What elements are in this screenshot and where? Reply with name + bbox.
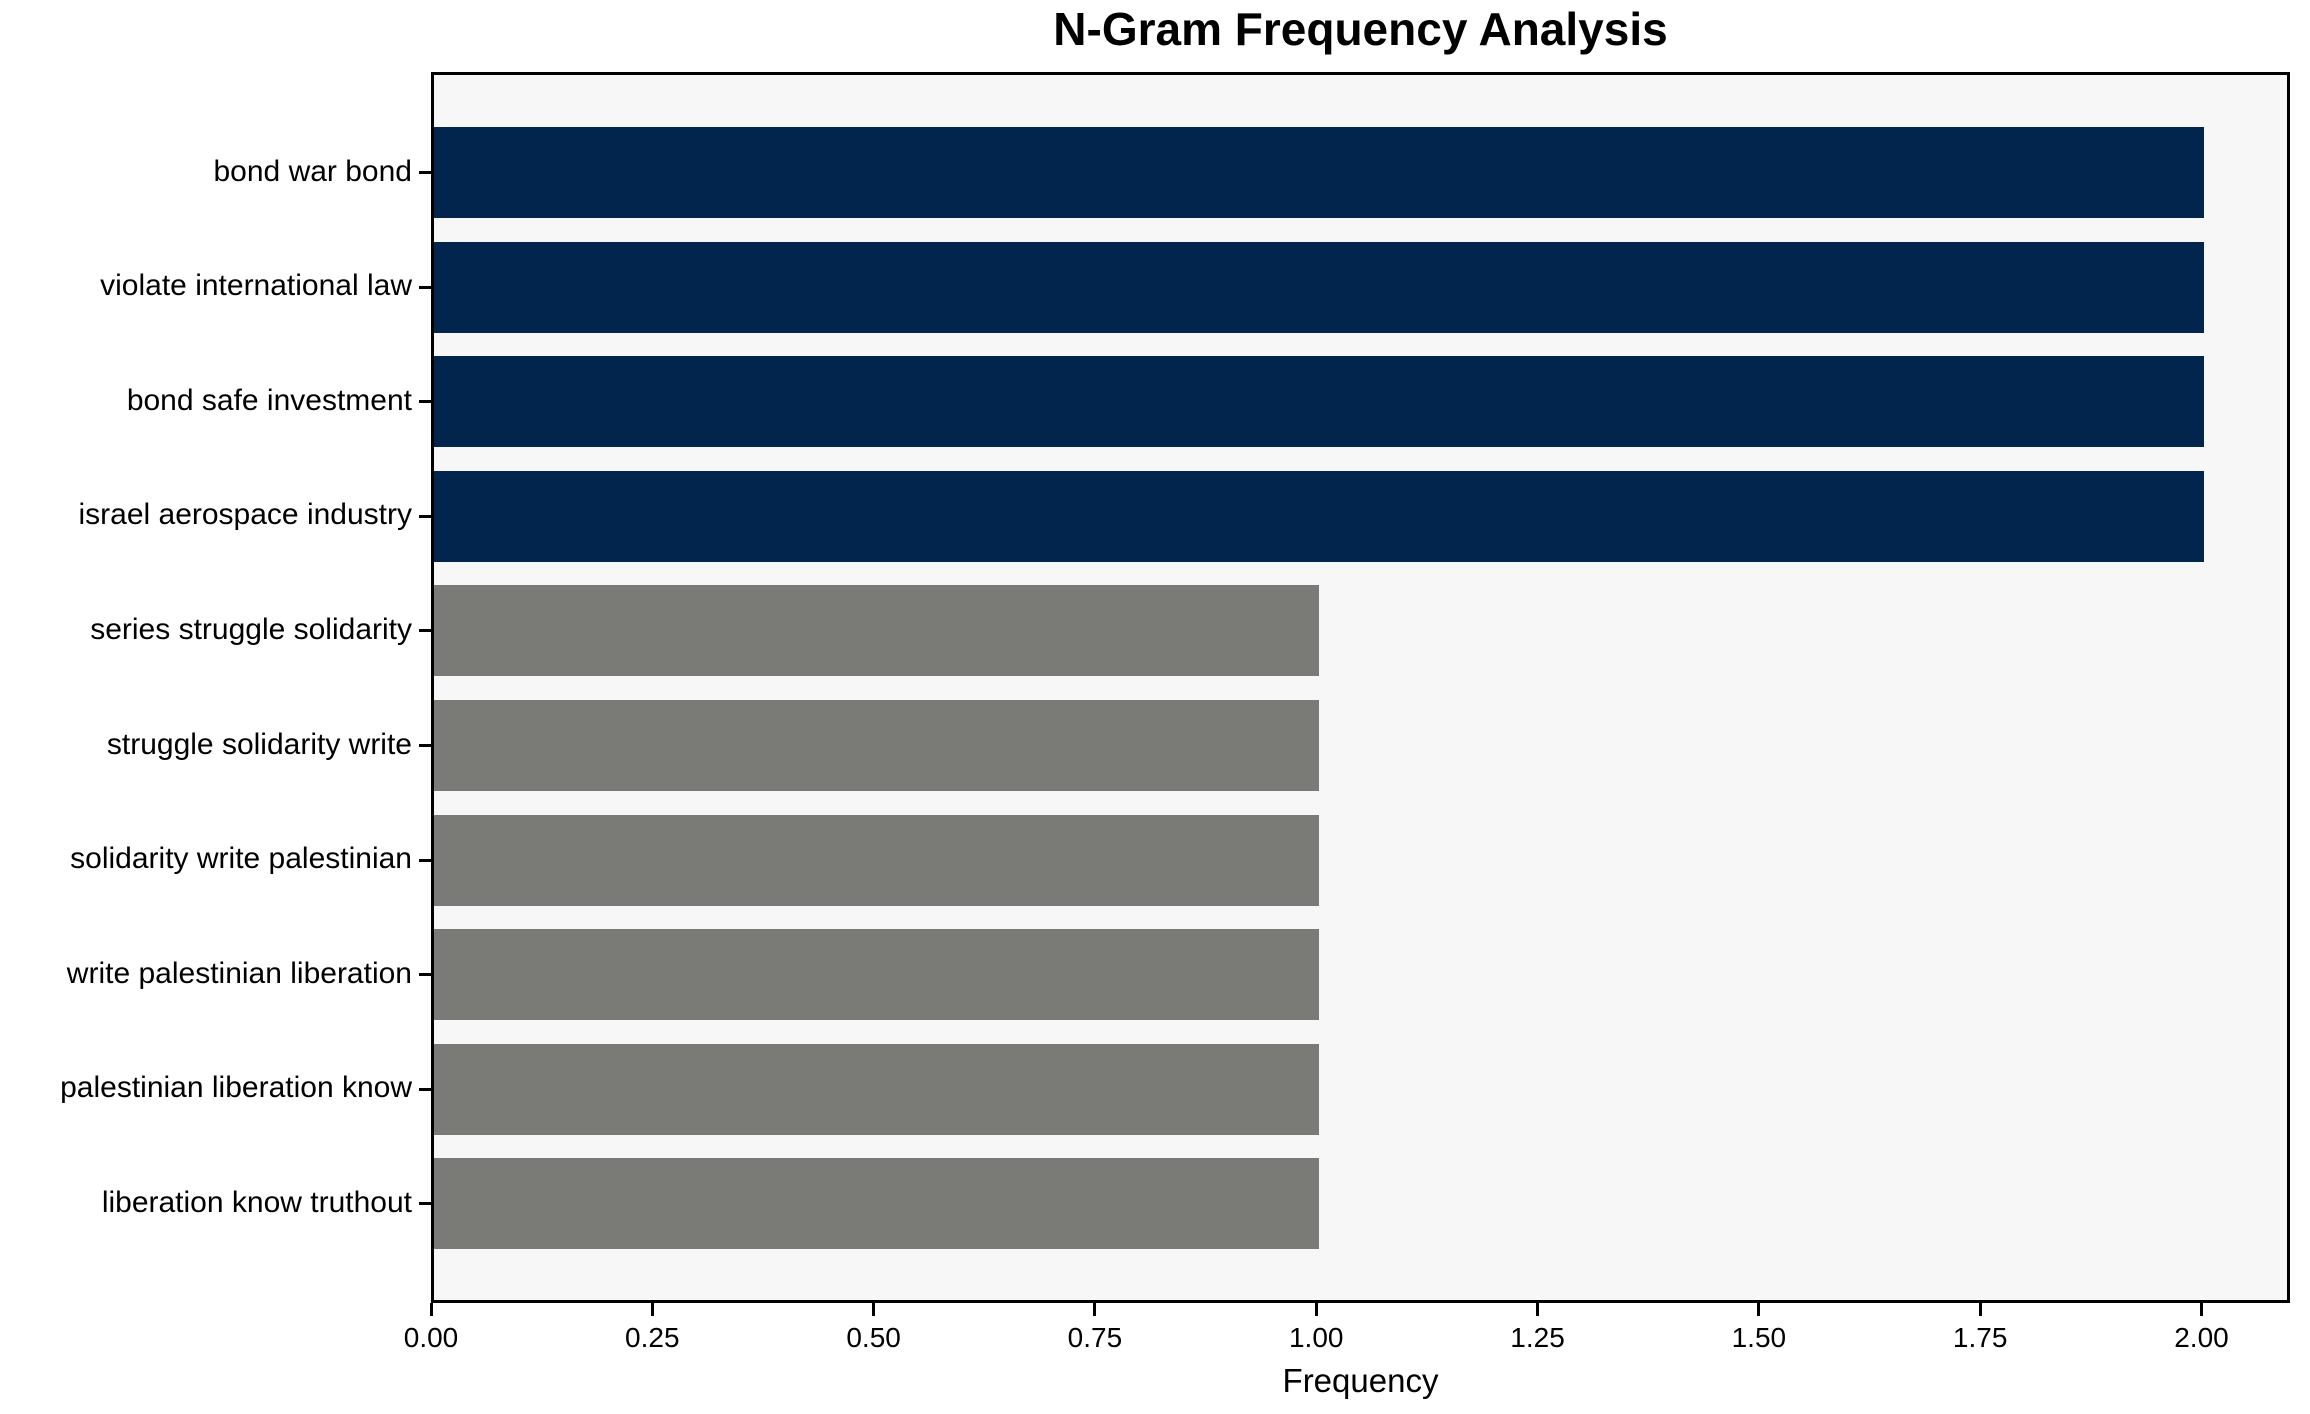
y-tick-label: series struggle solidarity: [90, 612, 412, 646]
y-tick-label: violate international law: [100, 269, 412, 303]
x-tick-label: 1.50: [1731, 1322, 1787, 1353]
y-tick-label: israel aerospace industry: [78, 498, 412, 532]
chart-title: N-Gram Frequency Analysis: [1053, 3, 1668, 55]
x-tick-mark: [1536, 1303, 1540, 1316]
bar: [434, 127, 2205, 218]
y-tick-mark: [419, 629, 431, 633]
y-tick-label: solidarity write palestinian: [70, 842, 412, 876]
bar: [434, 356, 2205, 448]
x-tick-mark: [1757, 1303, 1761, 1316]
x-tick-label: 0.75: [1067, 1322, 1123, 1353]
y-tick-mark: [419, 285, 431, 289]
y-tick-mark: [419, 1202, 431, 1206]
y-tick-mark: [419, 744, 431, 747]
bar: [434, 241, 2205, 333]
y-tick-mark: [419, 1087, 431, 1091]
x-tick-mark: [872, 1303, 876, 1316]
bar: [434, 1158, 1320, 1250]
x-tick-label: 0.25: [625, 1322, 680, 1353]
x-tick-mark: [650, 1303, 654, 1316]
plot-area: [431, 72, 2290, 1303]
y-tick-label: struggle solidarity write: [106, 727, 412, 761]
y-tick-mark: [419, 514, 431, 518]
bar: [434, 700, 1320, 791]
y-tick-label: liberation know truthout: [101, 1185, 412, 1219]
x-tick-mark: [1978, 1303, 1982, 1316]
x-tick-mark: [429, 1303, 433, 1316]
x-tick-label: 1.00: [1288, 1322, 1344, 1353]
bar: [434, 814, 1320, 906]
y-tick-mark: [419, 171, 431, 174]
x-tick-label: 1.75: [1952, 1322, 2008, 1353]
x-tick-label: 1.25: [1510, 1322, 1565, 1353]
x-tick-label: 0.00: [403, 1322, 459, 1353]
bar: [434, 470, 2205, 562]
y-tick-label: write palestinian liberation: [66, 956, 412, 990]
x-tick-label: 0.50: [846, 1322, 901, 1353]
y-tick-mark: [419, 400, 431, 404]
y-tick-label: palestinian liberation know: [60, 1071, 412, 1105]
x-tick-label: 2.00: [2174, 1322, 2229, 1353]
x-tick-mark: [2199, 1303, 2203, 1316]
y-tick-mark: [419, 858, 431, 862]
bar: [434, 929, 1320, 1021]
bar: [434, 1043, 1320, 1135]
y-tick-label: bond safe investment: [126, 383, 412, 417]
bar: [434, 585, 1320, 677]
x-tick-mark: [1314, 1303, 1318, 1316]
x-axis-label: Frequency: [1282, 1362, 1439, 1399]
y-tick-label: bond war bond: [213, 154, 413, 188]
x-tick-mark: [1093, 1303, 1097, 1316]
y-tick-mark: [419, 973, 431, 977]
